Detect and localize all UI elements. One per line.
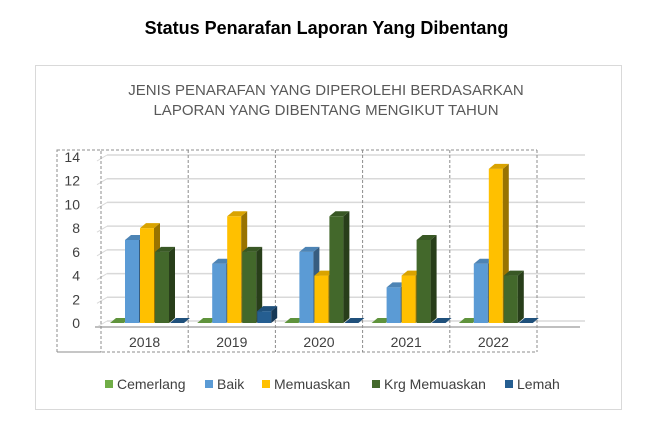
bar-lemah-2018 xyxy=(170,318,190,323)
bar-front xyxy=(212,263,227,323)
gridline-side xyxy=(96,225,108,233)
bar-side xyxy=(430,235,437,323)
y-tick-label: 4 xyxy=(72,268,80,284)
bar-lemah-2021 xyxy=(431,318,452,323)
bar-side xyxy=(169,246,175,323)
bar-lemah-2019 xyxy=(257,306,278,323)
bar-lemah-2022 xyxy=(518,318,539,323)
bar-top xyxy=(518,318,539,323)
gridline-side xyxy=(96,154,108,162)
bar-krg-memuaskan-2020 xyxy=(329,211,350,323)
bar-top xyxy=(242,246,263,252)
chart-title-line: LAPORAN YANG DIBENTANG MENGIKUT TAHUN xyxy=(153,102,498,119)
bar-top xyxy=(344,318,365,323)
gridline-side xyxy=(96,178,108,186)
x-tick-label: 2022 xyxy=(478,334,509,350)
y-tick-label: 8 xyxy=(72,220,80,236)
legend-swatch xyxy=(105,380,113,388)
bar-front xyxy=(299,251,314,323)
bar-front xyxy=(257,311,272,323)
x-tick-label: 2020 xyxy=(303,334,334,350)
legend-label: Lemah xyxy=(517,376,560,392)
bar-top xyxy=(431,318,452,323)
bar-lemah-2020 xyxy=(344,318,365,323)
bar-top xyxy=(416,235,437,240)
bar-front xyxy=(125,240,139,323)
bar-front xyxy=(401,275,416,323)
gridline-side xyxy=(96,296,108,304)
bar-side xyxy=(343,211,350,323)
bar-krg-memuaskan-2022 xyxy=(503,270,524,323)
legend-swatch xyxy=(262,380,270,388)
page-title: Status Penarafan Laporan Yang Dibentang xyxy=(144,18,509,38)
y-tick-label: 0 xyxy=(72,315,80,331)
bar-front xyxy=(155,251,169,323)
chart-title-line: JENIS PENARAFAN YANG DIPEROLEHI BERDASAR… xyxy=(128,82,523,99)
legend-label: Krg Memuaskan xyxy=(384,376,486,392)
bar-front xyxy=(503,275,518,323)
gridline-side xyxy=(96,249,108,257)
bar-front xyxy=(329,216,344,323)
bar-krg-memuaskan-2021 xyxy=(416,235,437,323)
bar-top xyxy=(227,211,248,217)
bar-front xyxy=(416,240,431,323)
bar-top xyxy=(155,246,175,252)
bar-top xyxy=(257,306,278,312)
y-tick-label: 6 xyxy=(72,244,80,260)
x-tick-label: 2021 xyxy=(391,334,422,350)
legend-swatch xyxy=(372,380,380,388)
y-tick-label: 10 xyxy=(64,196,80,212)
bar-front xyxy=(473,263,488,323)
bar-top xyxy=(299,246,320,252)
bar-top xyxy=(140,223,160,229)
legend-label: Memuaskan xyxy=(274,376,350,392)
legend-swatch xyxy=(205,380,213,388)
bar-front xyxy=(386,287,401,323)
bar-front xyxy=(314,275,329,323)
y-tick-label: 12 xyxy=(64,173,80,189)
y-tick-label: 2 xyxy=(72,291,80,307)
bar-krg-memuaskan-2018 xyxy=(155,246,175,323)
x-tick-label: 2019 xyxy=(216,334,247,350)
bar-top xyxy=(329,211,350,217)
y-tick-label: 14 xyxy=(64,149,80,165)
bar-side xyxy=(517,270,524,323)
gridline-side xyxy=(96,201,108,209)
bar-top xyxy=(170,318,190,323)
chart-card xyxy=(35,65,622,410)
bar-top xyxy=(503,270,524,276)
bar-front xyxy=(227,216,242,323)
bar-front xyxy=(140,228,154,323)
bar-front xyxy=(242,251,257,323)
gridline-side xyxy=(96,273,108,281)
legend-label: Baik xyxy=(217,376,245,392)
legend-swatch xyxy=(505,380,513,388)
legend-label: Cemerlang xyxy=(117,376,185,392)
bar-side xyxy=(256,246,263,323)
bar-top xyxy=(488,163,509,169)
bar-front xyxy=(488,168,503,323)
bar-side xyxy=(271,306,278,323)
x-tick-label: 2018 xyxy=(129,334,160,350)
bar-krg-memuaskan-2019 xyxy=(242,246,263,323)
